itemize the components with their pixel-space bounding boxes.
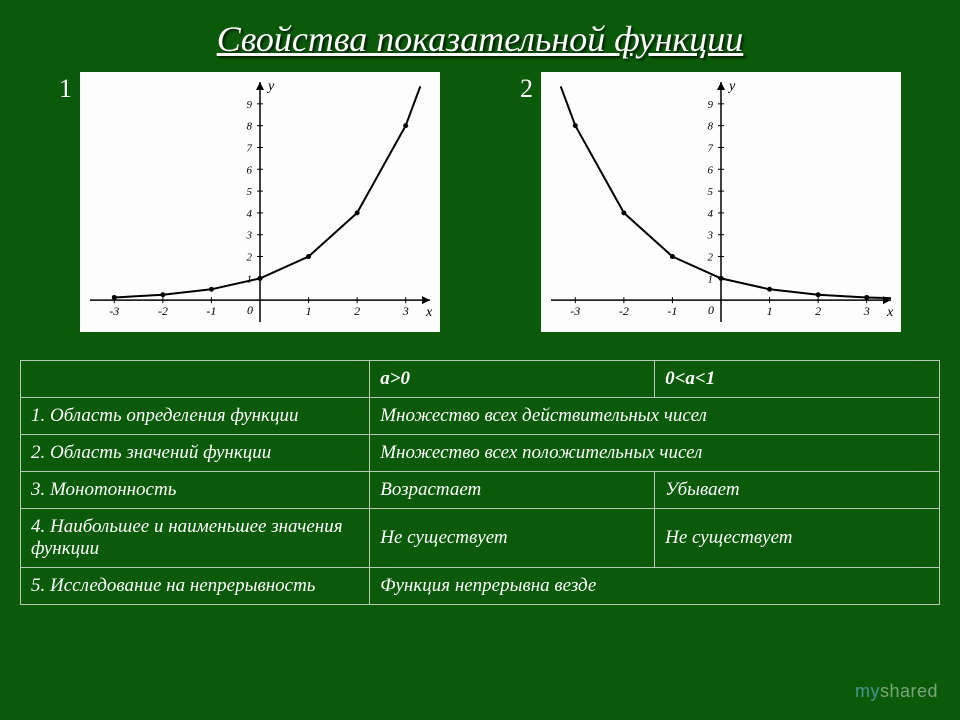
svg-text:8: 8: [247, 121, 253, 133]
chart2-box: -3-2-10123123456789xy: [541, 72, 901, 332]
svg-text:3: 3: [707, 230, 714, 242]
table-row: 1. Область определения функции Множество…: [21, 398, 940, 435]
svg-text:x: x: [886, 305, 894, 320]
table-row: 2. Область значений функции Множество вс…: [21, 435, 940, 472]
svg-text:-1: -1: [206, 304, 216, 318]
svg-text:2: 2: [815, 304, 821, 318]
svg-text:y: y: [727, 79, 736, 94]
svg-text:7: 7: [708, 142, 714, 154]
svg-text:3: 3: [863, 304, 870, 318]
svg-text:6: 6: [708, 164, 714, 176]
watermark-rest: shared: [880, 681, 938, 701]
row4-v1: Не существует: [370, 509, 655, 568]
row3-label: 3. Монотонность: [21, 472, 370, 509]
row5-label: 5. Исследование на непрерывность: [21, 568, 370, 605]
row4-v2: Не существует: [655, 509, 940, 568]
svg-text:0: 0: [247, 303, 253, 317]
svg-text:9: 9: [708, 99, 714, 111]
table-row: 5. Исследование на непрерывность Функция…: [21, 568, 940, 605]
row2-label: 2. Область значений функции: [21, 435, 370, 472]
chart2-label: 2: [520, 74, 533, 104]
row3-v1: Возрастает: [370, 472, 655, 509]
chart1-label: 1: [59, 74, 72, 104]
svg-text:-3: -3: [570, 304, 580, 318]
table-header-row: a>0 0<a<1: [21, 361, 940, 398]
watermark: myshared: [855, 681, 938, 702]
svg-text:1: 1: [767, 304, 773, 318]
svg-text:-3: -3: [109, 304, 119, 318]
row1-label: 1. Область определения функции: [21, 398, 370, 435]
table-row: 4. Наибольшее и наименьшее значения функ…: [21, 509, 940, 568]
svg-text:3: 3: [246, 230, 253, 242]
svg-text:-1: -1: [667, 304, 677, 318]
charts-row: 1 -3-2-10123123456789xy 2 -3-2-101231234…: [0, 72, 960, 332]
svg-text:-2: -2: [158, 304, 168, 318]
svg-text:y: y: [266, 79, 275, 94]
svg-text:x: x: [425, 305, 433, 320]
table-header-col1: a>0: [370, 361, 655, 398]
svg-text:2: 2: [708, 252, 714, 264]
table-header-col2: 0<a<1: [655, 361, 940, 398]
svg-text:8: 8: [708, 121, 714, 133]
svg-text:0: 0: [708, 303, 714, 317]
svg-text:1: 1: [306, 304, 312, 318]
svg-text:9: 9: [247, 99, 253, 111]
svg-text:4: 4: [247, 208, 253, 220]
table-header-empty: [21, 361, 370, 398]
svg-text:2: 2: [247, 252, 253, 264]
svg-text:5: 5: [708, 186, 714, 198]
svg-text:-2: -2: [619, 304, 629, 318]
row5-value: Функция непрерывна везде: [370, 568, 940, 605]
properties-table: a>0 0<a<1 1. Область определения функции…: [20, 360, 940, 605]
svg-text:5: 5: [247, 186, 253, 198]
row1-value: Множество всех действительных чисел: [370, 398, 940, 435]
svg-text:6: 6: [247, 164, 253, 176]
row2-value: Множество всех положительных чисел: [370, 435, 940, 472]
watermark-my: my: [855, 681, 880, 701]
row4-label: 4. Наибольшее и наименьшее значения функ…: [21, 509, 370, 568]
chart1-wrap: 1 -3-2-10123123456789xy: [59, 72, 440, 332]
row3-v2: Убывает: [655, 472, 940, 509]
chart1-svg: -3-2-10123123456789xy: [80, 72, 440, 332]
svg-text:2: 2: [354, 304, 360, 318]
chart2-wrap: 2 -3-2-10123123456789xy: [520, 72, 901, 332]
svg-text:7: 7: [247, 142, 253, 154]
page-title: Свойства показательной функции: [0, 0, 960, 66]
table-row: 3. Монотонность Возрастает Убывает: [21, 472, 940, 509]
svg-text:3: 3: [402, 304, 409, 318]
svg-text:4: 4: [708, 208, 714, 220]
chart1-box: -3-2-10123123456789xy: [80, 72, 440, 332]
chart2-svg: -3-2-10123123456789xy: [541, 72, 901, 332]
